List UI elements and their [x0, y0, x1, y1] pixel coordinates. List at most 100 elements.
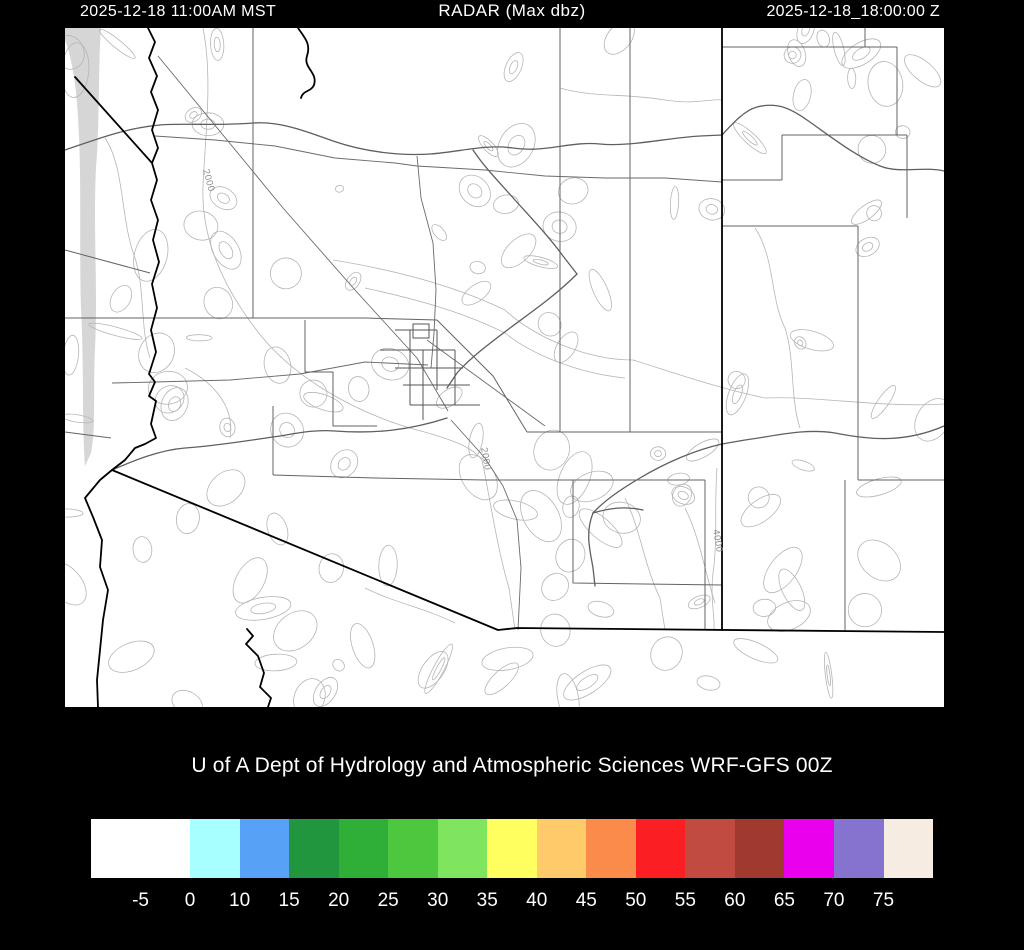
contour-blob	[250, 602, 277, 615]
contour-blob	[99, 28, 136, 59]
contour-blob	[861, 242, 874, 252]
colorbar-tick-label: 20	[328, 890, 350, 911]
contour-blob	[731, 384, 743, 404]
contour-blob	[542, 211, 577, 242]
colorbar-cell	[833, 819, 884, 878]
contour-blob	[303, 392, 344, 413]
contour-blob	[154, 385, 185, 414]
contour-blob	[740, 493, 782, 528]
contour-blob	[801, 28, 811, 37]
contour-blob	[540, 613, 571, 647]
contour-blob	[841, 38, 882, 69]
contour-blob	[184, 107, 203, 123]
contour-blob	[791, 459, 815, 472]
contour-blob	[160, 387, 189, 421]
contour-blob	[669, 186, 680, 220]
valid-time-utc: 2025-12-18_18:00:00 Z	[766, 3, 940, 20]
contour-blob	[778, 568, 806, 611]
contour-blob	[481, 646, 534, 671]
contour-blob	[576, 674, 599, 691]
county-boundaries	[65, 28, 944, 630]
contour-blob	[523, 255, 558, 269]
colorbar-tick-label: 30	[427, 890, 449, 911]
colorbar-tick-label: 0	[184, 890, 196, 911]
contour-blob	[857, 135, 887, 164]
contour-blob	[266, 512, 289, 546]
contour-blob	[792, 79, 812, 112]
contour-blob	[789, 329, 834, 352]
contour-blob	[312, 677, 339, 707]
contour-blob	[507, 134, 526, 156]
colorbar-cell	[388, 819, 438, 878]
contour-blob	[497, 123, 536, 168]
contour-blob	[436, 386, 463, 409]
contour-label-group: 2000 2000 4000	[200, 168, 725, 553]
contour-blob	[209, 186, 238, 211]
contour-blob	[175, 503, 200, 535]
contour-blob	[263, 346, 292, 384]
contour-blob	[733, 122, 767, 155]
contour-blob	[478, 135, 499, 157]
contour-blob	[168, 396, 182, 412]
contour-blob	[650, 446, 666, 461]
contour-blob	[185, 334, 213, 342]
contour-blob	[254, 653, 298, 672]
canyon-river-segment	[297, 28, 316, 99]
phoenix-metro-grid	[380, 323, 480, 420]
colorbar-cell	[685, 819, 735, 878]
colorbar-tick-label: 60	[724, 890, 746, 911]
contour-blob	[381, 356, 399, 372]
colorbar-cell	[239, 819, 290, 878]
contour-blob	[587, 600, 615, 618]
contour-blob	[65, 508, 84, 518]
contour-blob	[557, 177, 589, 205]
contour-blob	[895, 125, 911, 139]
contour-label: 2000	[478, 447, 493, 472]
contour-blob	[189, 111, 198, 119]
contour-blob	[293, 678, 326, 707]
mexico-border	[111, 469, 944, 633]
contour-blob	[210, 230, 242, 270]
contour-blob	[705, 204, 718, 215]
contour-blob	[299, 379, 328, 408]
contour-blob	[183, 210, 219, 241]
contour-blob	[350, 623, 376, 669]
contour-blob	[213, 36, 221, 53]
contour-blob	[500, 233, 537, 269]
colorbar-tick-label: 40	[526, 890, 548, 911]
contour-blob	[235, 596, 292, 621]
contour-blob	[319, 685, 332, 699]
contour-blob	[667, 472, 690, 486]
contour-blob	[866, 205, 882, 222]
contour-blob	[270, 412, 304, 448]
contour-blob	[693, 598, 705, 606]
contour-blob	[503, 52, 524, 83]
contour-blob	[555, 538, 586, 573]
contour-blob	[823, 651, 834, 699]
contour-blob	[203, 286, 234, 320]
colorbar-tick-label: 25	[377, 890, 399, 911]
highway-lines	[111, 55, 723, 631]
contour-blob	[520, 490, 562, 543]
contour-blob	[468, 422, 484, 459]
contour-blob	[671, 485, 695, 505]
contour-blob	[533, 429, 571, 471]
contour-blob	[687, 594, 711, 610]
contour-blob	[378, 544, 398, 587]
contour-blob	[541, 572, 569, 601]
contour-blob	[349, 276, 358, 286]
contour-blob	[335, 184, 345, 193]
contour-blob	[219, 417, 236, 438]
contour-blob	[493, 499, 538, 521]
contour-blob	[742, 130, 758, 146]
contour-blob	[650, 636, 683, 671]
colorbar-cell	[289, 819, 339, 878]
colorbar-cell	[190, 819, 240, 878]
colorbar-cell	[437, 819, 488, 878]
contour-blob	[332, 658, 345, 672]
contour-blob	[686, 438, 720, 462]
contour-blob	[763, 546, 803, 594]
contour-blob	[65, 34, 85, 70]
contour-blob	[133, 229, 169, 282]
